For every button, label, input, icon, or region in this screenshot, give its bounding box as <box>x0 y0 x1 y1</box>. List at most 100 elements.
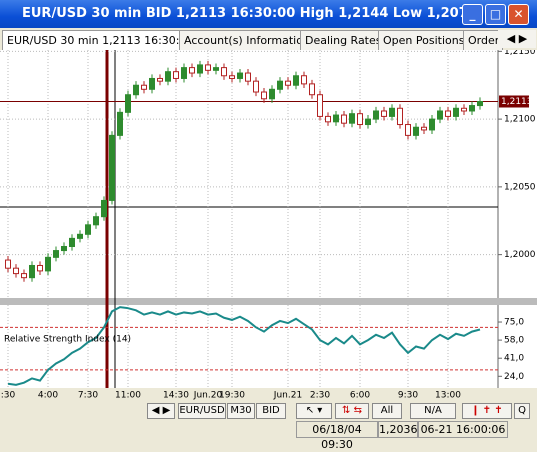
x-tick-label: 2:30 <box>310 391 330 401</box>
minimize[interactable]: _ <box>462 4 483 25</box>
candle-body <box>301 75 307 85</box>
x-tick-label: Jun.21 <box>273 391 302 401</box>
x-tick-label: 11:00 <box>115 391 141 401</box>
status-clock: 06-21 16:00:06 <box>418 421 508 438</box>
candle-body <box>277 80 283 90</box>
candle-body <box>85 224 91 235</box>
candle-body <box>181 67 187 79</box>
candle-body <box>237 72 243 79</box>
tab[interactable]: EUR/USD 30 min 1,2113 16:30:00 <box>2 30 180 50</box>
candle-body <box>357 113 363 126</box>
x-tick-label: 19:30 <box>219 391 245 401</box>
tool-btn[interactable]: ❙ ✝ ✝ <box>462 403 512 419</box>
candle-body <box>157 77 163 82</box>
y-tick-label: 1,2050 <box>504 182 536 192</box>
candle-body <box>253 80 259 93</box>
candle-body <box>365 118 371 126</box>
tool-btn[interactable]: ⇅ ⇆ <box>335 403 369 419</box>
last-price-label: 1,2113 <box>501 97 533 107</box>
candle-body <box>421 126 427 131</box>
candle-body <box>5 259 11 269</box>
candle-body <box>373 110 379 120</box>
candle-body <box>269 88 275 100</box>
candle-body <box>77 233 83 239</box>
candle-body <box>197 64 203 74</box>
x-tick-label: 13:00 <box>435 391 461 401</box>
y-tick-label: 58,0 <box>504 336 524 346</box>
tab[interactable]: Open Positions <box>378 30 468 50</box>
x-tick-label: 7:30 <box>78 391 98 401</box>
x-tick-label: Jun.20 <box>193 391 223 401</box>
all-btn[interactable]: All <box>372 403 402 419</box>
last-price-box <box>499 95 529 108</box>
candle-body <box>53 250 59 258</box>
maximize[interactable]: □ <box>485 4 506 25</box>
candle-body <box>261 91 267 100</box>
candle-body <box>205 64 211 71</box>
panel-separator <box>0 298 537 305</box>
time-axis-bg <box>0 388 537 402</box>
candle-body <box>477 100 483 107</box>
x-tick-label: 9:30 <box>398 391 418 401</box>
candle-body <box>333 114 339 123</box>
candle-body <box>405 124 411 136</box>
candle-body <box>45 256 51 272</box>
candle-body <box>285 80 291 86</box>
candle-body <box>21 273 27 279</box>
tool-btn[interactable]: ↖ ▾ <box>296 403 332 419</box>
candle-body <box>429 118 435 131</box>
candle-body <box>317 94 323 117</box>
candle-body <box>445 110 451 117</box>
candle-body <box>69 237 75 248</box>
candle-body <box>29 264 35 279</box>
candle-body <box>229 75 235 79</box>
period-btn[interactable]: M30 <box>227 403 255 419</box>
candle-body <box>133 84 139 96</box>
candle-body <box>37 264 43 272</box>
candle-body <box>173 71 179 79</box>
q-btn[interactable]: Q <box>514 403 530 419</box>
x-tick-label: 4:00 <box>38 391 58 401</box>
candle-body <box>245 72 251 82</box>
tab-scroll[interactable]: ◀ ▶ <box>498 30 536 48</box>
candle-body <box>125 94 131 113</box>
tab[interactable]: Account(s) Information <box>179 30 305 50</box>
close[interactable]: ✕ <box>508 4 529 25</box>
candle-body <box>453 107 459 117</box>
candle-body <box>141 84 147 90</box>
candle-body <box>349 113 355 124</box>
price-btn[interactable]: BID <box>256 403 286 419</box>
window-title: EUR/USD 30 min BID 1,2113 16:30:00 High … <box>22 6 477 21</box>
y-tick-label: 41,0 <box>504 354 524 364</box>
candle-body <box>309 83 315 96</box>
scroll-btn[interactable]: ◀ ▶ <box>147 403 175 419</box>
candle-body <box>165 71 171 82</box>
symbol-btn[interactable]: EUR/USD <box>178 403 226 419</box>
candle-body <box>341 114 347 124</box>
na-btn[interactable]: N/A <box>410 403 456 419</box>
candle-body <box>221 67 227 77</box>
candle-body <box>13 267 19 275</box>
candle-body <box>389 107 395 117</box>
title-bar: EUR/USD 30 min BID 1,2113 16:30:00 High … <box>0 0 537 28</box>
candle-body <box>117 111 123 136</box>
y-tick-label: 1,2150 <box>504 50 536 57</box>
status-time: 06/18/04 09:30 <box>296 421 378 451</box>
candle-body <box>101 199 107 218</box>
status-price: 1,2036 <box>378 421 418 438</box>
candle-body <box>381 110 387 117</box>
tab[interactable]: Order <box>463 30 503 50</box>
candle-body <box>469 105 475 112</box>
candle-body <box>189 67 195 74</box>
chart: 1,2000 1,2050 1,2100 1,2150:30 4:00 7:30 11:00… <box>0 50 537 402</box>
candle-body <box>397 107 403 126</box>
candle-body <box>109 134 115 201</box>
plot-bg <box>0 50 498 388</box>
candle-body <box>61 246 67 252</box>
y-tick-label: 1,2000 <box>504 250 536 260</box>
y-tick-label: 1,2100 <box>504 115 536 125</box>
tab[interactable]: Dealing Rates <box>300 30 383 50</box>
candle-body <box>293 75 299 86</box>
x-tick-label: 6:00 <box>350 391 370 401</box>
